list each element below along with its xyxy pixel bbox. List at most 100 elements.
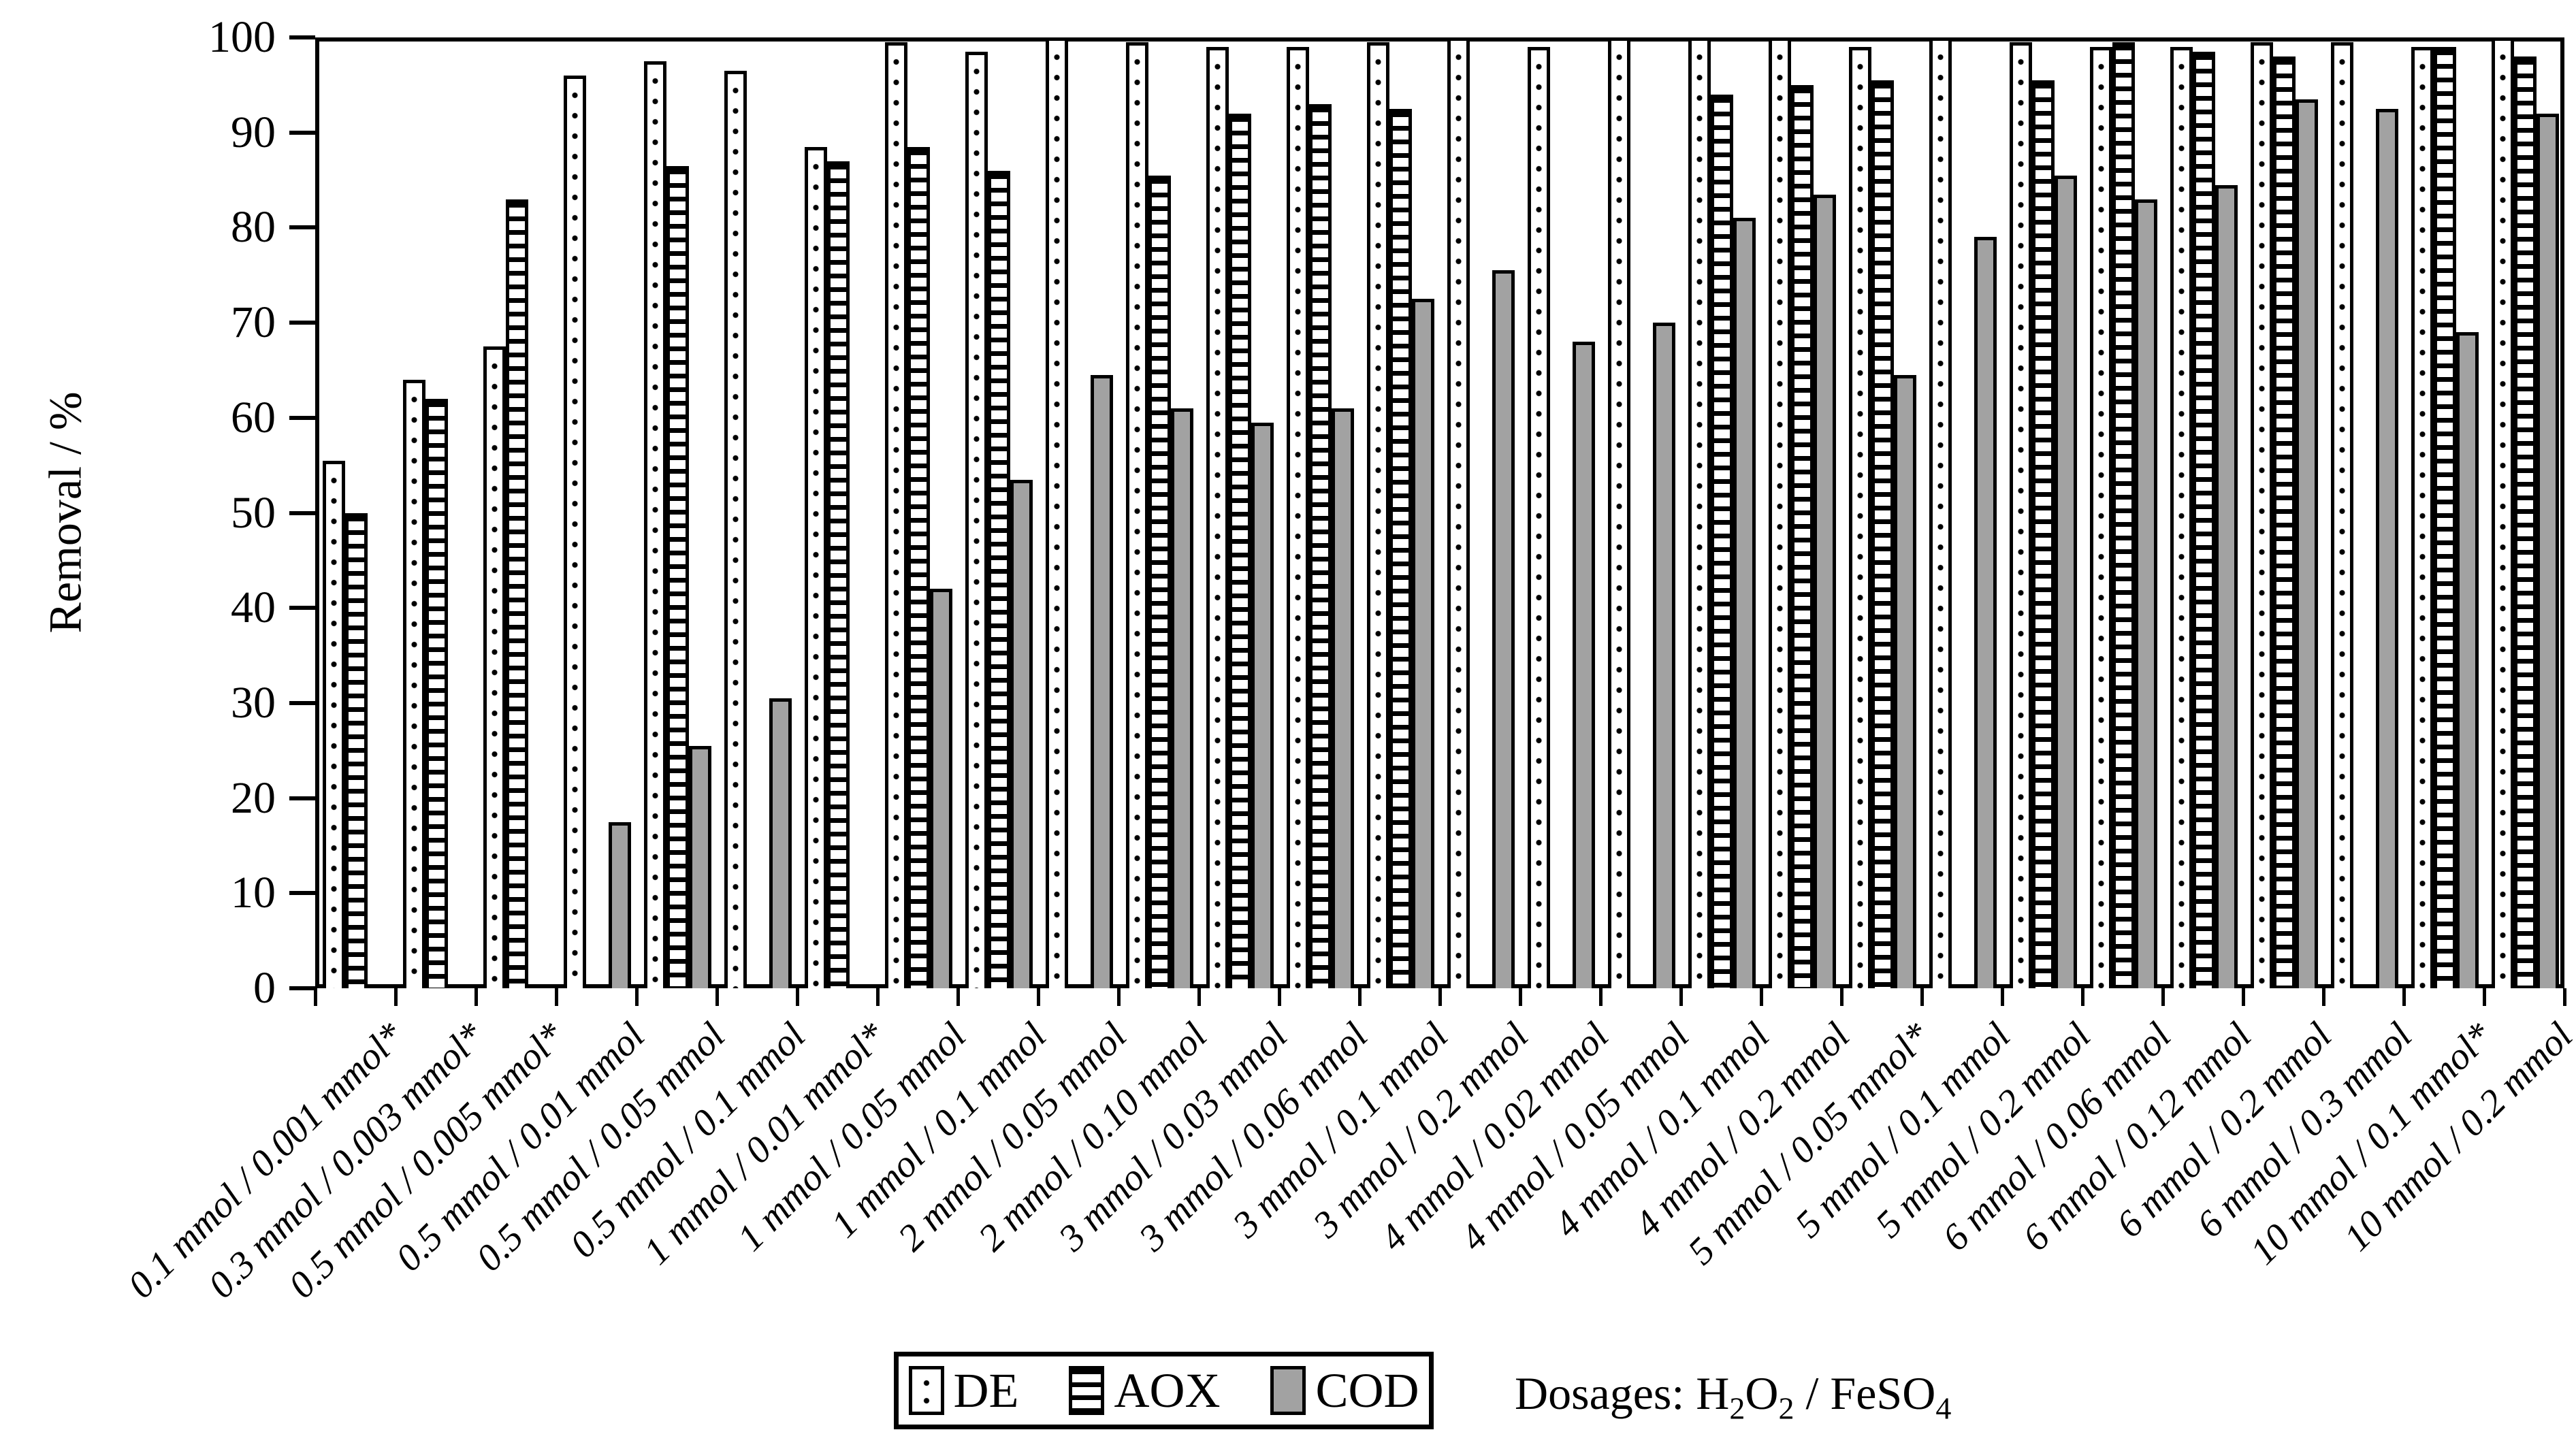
bar-cod xyxy=(1974,237,1997,988)
bar-de xyxy=(805,146,827,988)
y-tick-label: 50 xyxy=(231,487,276,538)
bar-aox xyxy=(506,199,528,988)
bar-cod xyxy=(689,745,711,988)
bar-group xyxy=(396,37,476,988)
x-tick-mark xyxy=(2001,988,2004,1006)
y-tick-label: 100 xyxy=(208,12,276,62)
y-tick-label: 20 xyxy=(231,773,276,823)
legend: DE AOX COD xyxy=(894,1352,1434,1429)
bar-aox xyxy=(2032,80,2055,988)
legend-label-de: DE xyxy=(953,1363,1019,1418)
bar-cod xyxy=(1573,342,1595,988)
bar-cod xyxy=(2537,113,2559,988)
y-tick-label: 30 xyxy=(231,677,276,728)
bar-de xyxy=(1929,37,1952,988)
y-tick-label: 0 xyxy=(253,963,276,1013)
bar-aox xyxy=(827,161,850,988)
bar-cod xyxy=(1091,374,1113,988)
x-tick-mark xyxy=(2402,988,2406,1006)
bar-cod xyxy=(1492,270,1515,988)
bar-de xyxy=(1206,46,1229,988)
x-tick-mark xyxy=(1358,988,1362,1006)
y-tick-mark xyxy=(289,891,315,896)
bar-group xyxy=(1841,37,1922,988)
y-tick-mark xyxy=(289,606,315,611)
x-tick-mark xyxy=(2322,988,2325,1006)
x-tick-mark xyxy=(2161,988,2165,1006)
x-tick-mark xyxy=(1117,988,1121,1006)
y-tick-label: 10 xyxy=(231,868,276,918)
y-tick-label: 80 xyxy=(231,202,276,253)
bar-cod xyxy=(2456,332,2479,988)
bar-group xyxy=(2323,37,2404,988)
x-tick-mark xyxy=(1438,988,1442,1006)
aox-striped-swatch-icon xyxy=(1069,1366,1105,1415)
x-tick-mark xyxy=(956,988,960,1006)
x-tick-mark xyxy=(2563,988,2566,1006)
x-tick-mark xyxy=(1920,988,1924,1006)
bar-aox xyxy=(1871,80,1894,988)
bar-aox xyxy=(1389,108,1412,988)
x-tick-mark xyxy=(2242,988,2245,1006)
y-tick-label: 60 xyxy=(231,392,276,442)
bar-de xyxy=(2492,37,2514,988)
bar-group xyxy=(1038,37,1118,988)
legend-item-de: DE xyxy=(908,1363,1019,1419)
bar-de xyxy=(2010,42,2032,988)
bar-de xyxy=(644,61,666,988)
bar-group xyxy=(315,37,396,988)
bar-group xyxy=(1279,37,1359,988)
dosages-caption: Dosages: H2O2 / FeSO4 xyxy=(1515,1367,1952,1426)
bar-de xyxy=(1769,37,1791,988)
bar-aox xyxy=(1148,175,1171,988)
y-tick-mark xyxy=(289,35,315,39)
bar-de xyxy=(2331,42,2353,988)
bar-de xyxy=(1849,46,1871,988)
y-tick-mark xyxy=(289,796,315,800)
bar-group xyxy=(2163,37,2243,988)
x-tick-mark xyxy=(2483,988,2486,1006)
bar-group xyxy=(476,37,556,988)
cod-gray-swatch-icon xyxy=(1270,1366,1306,1415)
bar-aox xyxy=(345,513,368,988)
x-tick-mark xyxy=(1679,988,1683,1006)
x-tick-mark xyxy=(796,988,799,1006)
bar-de xyxy=(1528,46,1550,988)
bar-de xyxy=(2170,46,2193,988)
bar-group xyxy=(637,37,717,988)
bar-cod xyxy=(1653,323,1675,988)
bar-group xyxy=(2082,37,2163,988)
bar-group xyxy=(1118,37,1199,988)
bar-cod xyxy=(1894,374,1916,988)
bar-cod xyxy=(1412,299,1434,988)
x-tick-mark xyxy=(1278,988,1281,1006)
bar-aox xyxy=(1711,94,1733,988)
bar-de xyxy=(965,51,988,988)
legend-item-cod: COD xyxy=(1270,1363,1419,1419)
x-tick-mark xyxy=(314,988,317,1006)
bar-group xyxy=(2404,37,2484,988)
bar-de xyxy=(2251,42,2273,988)
x-tick-mark xyxy=(1197,988,1201,1006)
bar-cod xyxy=(609,822,631,988)
bar-cod xyxy=(1251,422,1274,988)
bar-group xyxy=(878,37,958,988)
legend-label-aox: AOX xyxy=(1114,1363,1221,1418)
bar-group xyxy=(2243,37,2323,988)
bar-de xyxy=(885,42,907,988)
bar-de xyxy=(403,379,425,988)
bar-cod xyxy=(2055,175,2077,988)
bar-cod xyxy=(1010,479,1033,988)
bar-group xyxy=(1440,37,1520,988)
bar-de xyxy=(564,75,586,988)
bar-cod xyxy=(1332,408,1354,988)
bar-de xyxy=(1688,37,1711,988)
bar-aox xyxy=(2112,42,2135,988)
bar-cod xyxy=(2376,108,2398,988)
bar-de xyxy=(483,346,506,988)
x-tick-mark xyxy=(715,988,719,1006)
bar-group xyxy=(1922,37,2002,988)
bar-aox xyxy=(1229,113,1251,988)
bar-de xyxy=(1046,37,1068,988)
